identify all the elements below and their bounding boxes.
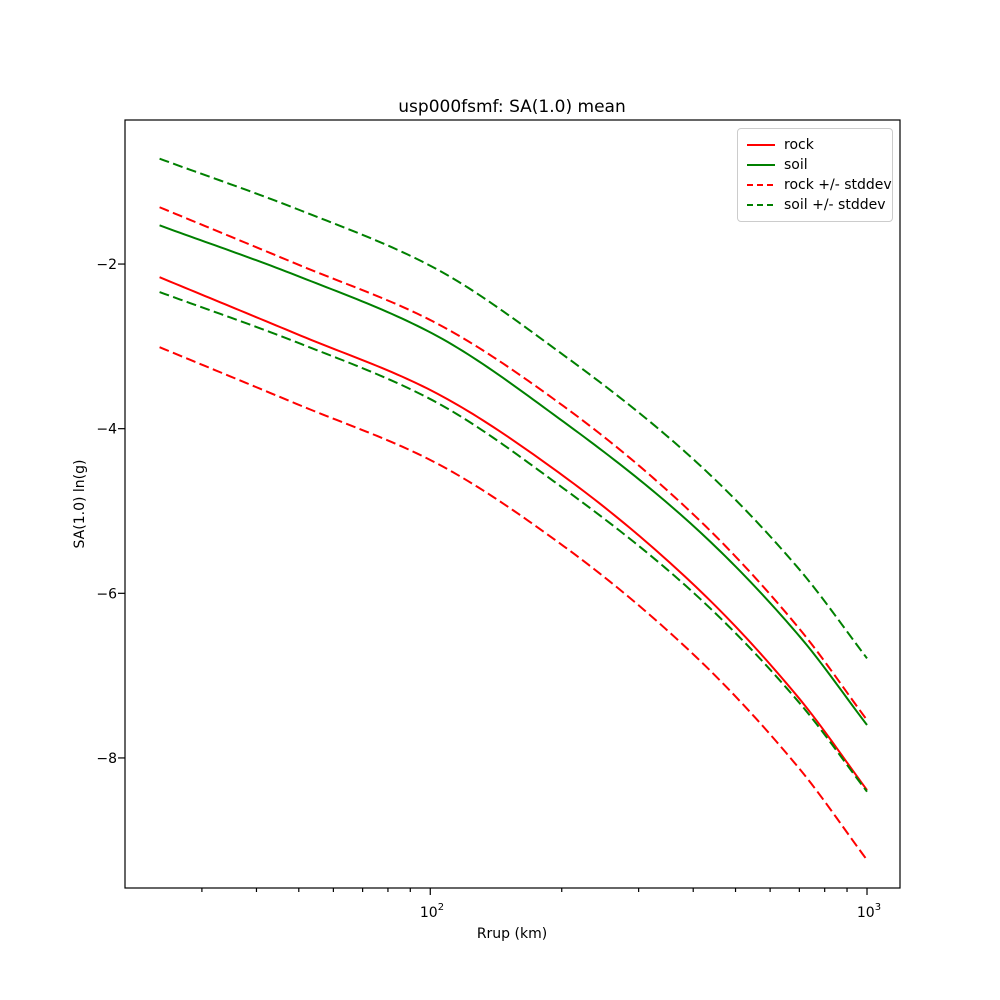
x-tick-label-1000: 103 <box>857 902 881 921</box>
legend-item-rock: rock <box>747 135 884 155</box>
legend-label-rock: rock <box>784 137 814 153</box>
curves-group <box>159 157 868 861</box>
curve-rock_stddev-lower <box>159 346 868 861</box>
plot-border <box>124 119 901 889</box>
legend-item-rock-stddev: rock +/- stddev <box>747 175 892 195</box>
legend-line-soil <box>747 164 775 166</box>
legend-label-soil: soil <box>784 157 808 173</box>
curve-soil_stddev-lower <box>159 291 868 793</box>
x-tick-label-100: 102 <box>420 902 444 921</box>
legend-line-rock-stddev <box>747 184 775 186</box>
legend: rock soil rock +/- stddev soil +/- stdde… <box>737 128 893 222</box>
y-tick-label-neg4: −4 <box>96 422 117 438</box>
curve-soil_stddev-upper <box>159 157 868 659</box>
curve-soil <box>159 224 868 726</box>
curve-rock_stddev-upper <box>159 206 868 721</box>
y-tick-label-neg6: −6 <box>96 586 117 602</box>
legend-label-rock-stddev: rock +/- stddev <box>784 177 892 193</box>
legend-item-soil: soil <box>747 155 884 175</box>
x-axis-label: Rrup (km) <box>477 926 547 942</box>
legend-item-soil-stddev: soil +/- stddev <box>747 195 886 215</box>
y-tick-label-neg2: −2 <box>96 257 117 273</box>
chart-title: usp000fsmf: SA(1.0) mean <box>398 97 625 117</box>
curve-rock <box>159 276 868 791</box>
y-tick-label-neg8: −8 <box>96 751 117 767</box>
y-axis-label: SA(1.0) ln(g) <box>72 460 88 549</box>
legend-line-rock <box>747 144 775 146</box>
axis-ticks <box>118 263 868 895</box>
legend-line-soil-stddev <box>747 204 775 206</box>
legend-label-soil-stddev: soil +/- stddev <box>784 197 886 213</box>
